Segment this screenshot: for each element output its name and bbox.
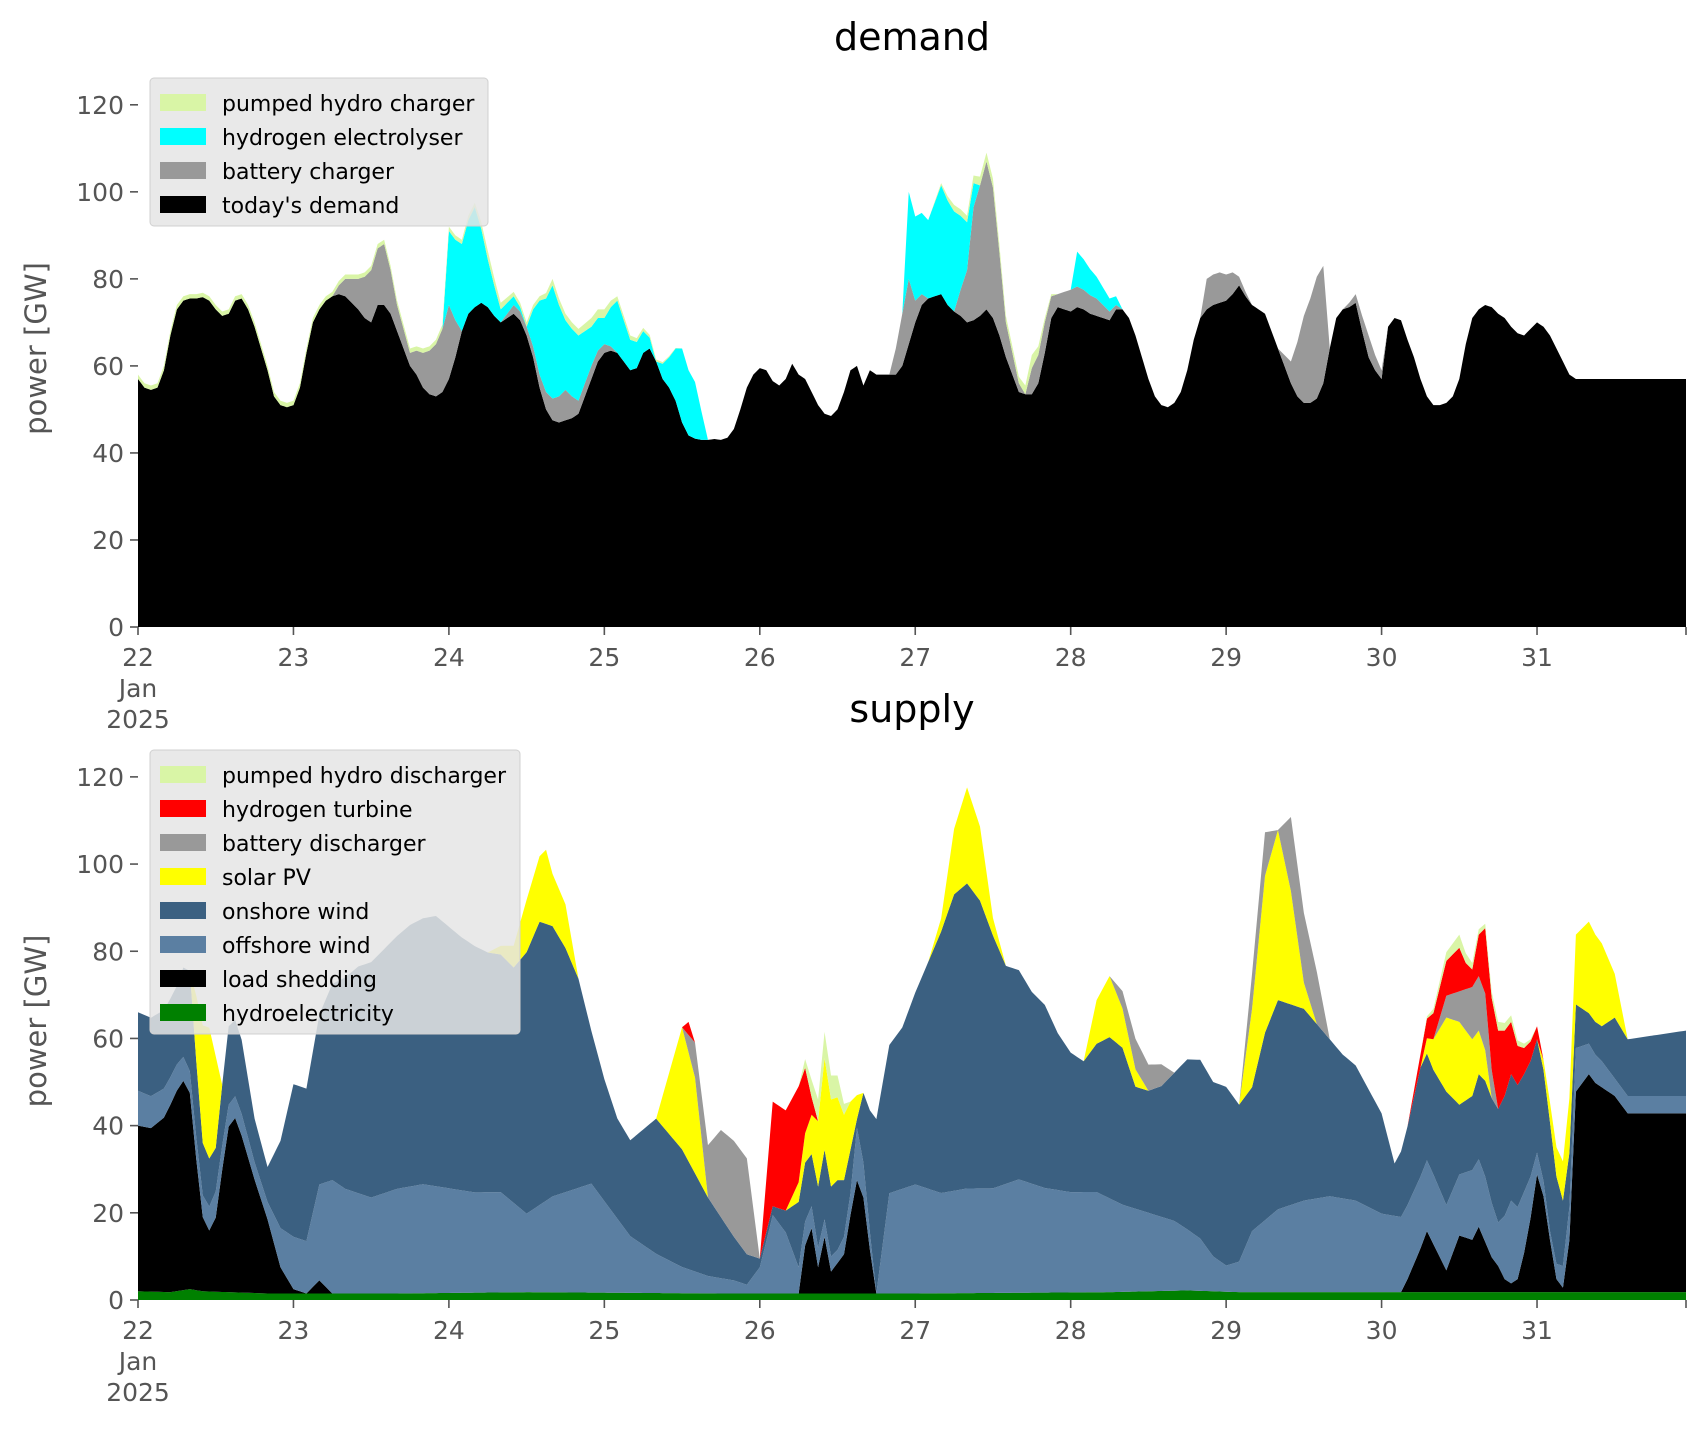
legend-swatch-today-s-demand <box>160 196 206 213</box>
legend-label-today-s-demand: today's demand <box>222 194 399 219</box>
legend-label-pumped-hydro-charger: pumped hydro charger <box>222 92 475 117</box>
x-tick-label: 22 Jan 2025 <box>106 643 170 734</box>
x-tick-label: 24 <box>433 643 465 672</box>
legend-label-solar-pv: solar PV <box>222 866 311 891</box>
legend: pumped hydro charger hydrogen electrolyse… <box>149 77 489 227</box>
plot-area <box>138 787 1686 1300</box>
y-tick-label: 0 <box>108 613 124 642</box>
area-load-shedding <box>138 1074 1686 1294</box>
legend-swatch-pumped-hydro-charger <box>160 94 206 111</box>
x-tick-label: 24 <box>433 1316 465 1345</box>
y-tick-label: 60 <box>92 1024 124 1053</box>
x-tick-label: 26 <box>744 643 776 672</box>
legend-label-offshore-wind: offshore wind <box>222 934 371 959</box>
area-offshore-wind <box>138 1043 1686 1294</box>
area-battery-discharger <box>138 787 1686 1259</box>
x-tick-label: 26 <box>744 1316 776 1345</box>
y-tick-label: 20 <box>92 526 124 555</box>
legend-label-hydroelectricity: hydroelectricity <box>222 1002 394 1027</box>
x-tick-label: 27 <box>899 643 931 672</box>
area-onshore-wind <box>138 883 1686 1294</box>
legend-label-onshore-wind: onshore wind <box>222 900 369 925</box>
legend-swatch-solar-pv <box>160 868 206 885</box>
y-tick-label: 100 <box>76 178 124 207</box>
y-tick-label: 120 <box>76 763 124 792</box>
area-today-s-demand <box>138 285 1686 627</box>
area-battery-charger <box>138 161 1686 440</box>
legend-swatch-battery-discharger <box>160 834 206 851</box>
legend-swatch-hydrogen-turbine <box>160 800 206 817</box>
x-tick-label: 23 <box>278 643 310 672</box>
legend-label-hydrogen-turbine: hydrogen turbine <box>222 798 413 823</box>
legend-swatch-load-shedding <box>160 970 206 987</box>
x-tick-label: 30 <box>1366 1316 1398 1345</box>
x-tick-label: 28 <box>1055 643 1087 672</box>
plot-area <box>138 152 1686 627</box>
y-tick-label: 80 <box>92 265 124 294</box>
x-tick-label: 23 <box>278 1316 310 1345</box>
x-tick-label: 27 <box>899 1316 931 1345</box>
y-tick-label: 80 <box>92 937 124 966</box>
legend-swatch-battery-charger <box>160 162 206 179</box>
y-tick-label: 120 <box>76 91 124 120</box>
legend-swatch-pumped-hydro-discharger <box>160 766 206 783</box>
y-axis-label: power [GW] <box>19 262 53 435</box>
demand-chart: demand 0 20 40 60 80 100 120 22 Jan 2025 23 24 25 26 27… <box>19 15 1687 734</box>
legend-swatch-offshore-wind <box>160 936 206 953</box>
chart-title: demand <box>834 15 990 59</box>
y-tick-label: 0 <box>108 1286 124 1315</box>
legend-label-load-shedding: load shedding <box>222 968 377 993</box>
area-hydroelectricity <box>138 1289 1686 1300</box>
y-tick-label: 60 <box>92 352 124 381</box>
x-tick-label: 29 <box>1210 643 1242 672</box>
legend-label-battery-discharger: battery discharger <box>222 832 427 857</box>
x-tick-label: 22 Jan 2025 <box>106 1316 170 1407</box>
legend-label-hydrogen-electrolyser: hydrogen electrolyser <box>222 126 463 151</box>
legend-swatch-onshore-wind <box>160 902 206 919</box>
y-tick-label: 100 <box>76 850 124 879</box>
x-tick-label: 30 <box>1366 643 1398 672</box>
legend-swatch-hydroelectricity <box>160 1004 206 1021</box>
legend-label-pumped-hydro-discharger: pumped hydro discharger <box>222 764 507 789</box>
chart-title: supply <box>849 687 974 731</box>
y-tick-label: 20 <box>92 1199 124 1228</box>
legend-swatch-hydrogen-electrolyser <box>160 128 206 145</box>
legend-label-battery-charger: battery charger <box>222 160 395 185</box>
y-axis-label: power [GW] <box>19 935 53 1108</box>
legend-frame <box>149 749 521 1035</box>
legend-frame <box>149 77 489 227</box>
area-hydrogen-electrolyser <box>138 161 1686 440</box>
legend: pumped hydro discharger hydrogen turbine b… <box>149 749 521 1035</box>
x-tick-label: 31 <box>1521 1316 1553 1345</box>
supply-chart: supply 0 20 40 60 80 100 120 22 Jan 2025 23 24 25 26 27… <box>19 687 1687 1407</box>
y-tick-label: 40 <box>92 439 124 468</box>
x-tick-label: 25 <box>588 643 620 672</box>
x-tick-label: 28 <box>1055 1316 1087 1345</box>
y-tick-label: 40 <box>92 1112 124 1141</box>
x-tick-label: 31 <box>1521 643 1553 672</box>
x-tick-label: 29 <box>1210 1316 1242 1345</box>
x-tick-label: 25 <box>588 1316 620 1345</box>
